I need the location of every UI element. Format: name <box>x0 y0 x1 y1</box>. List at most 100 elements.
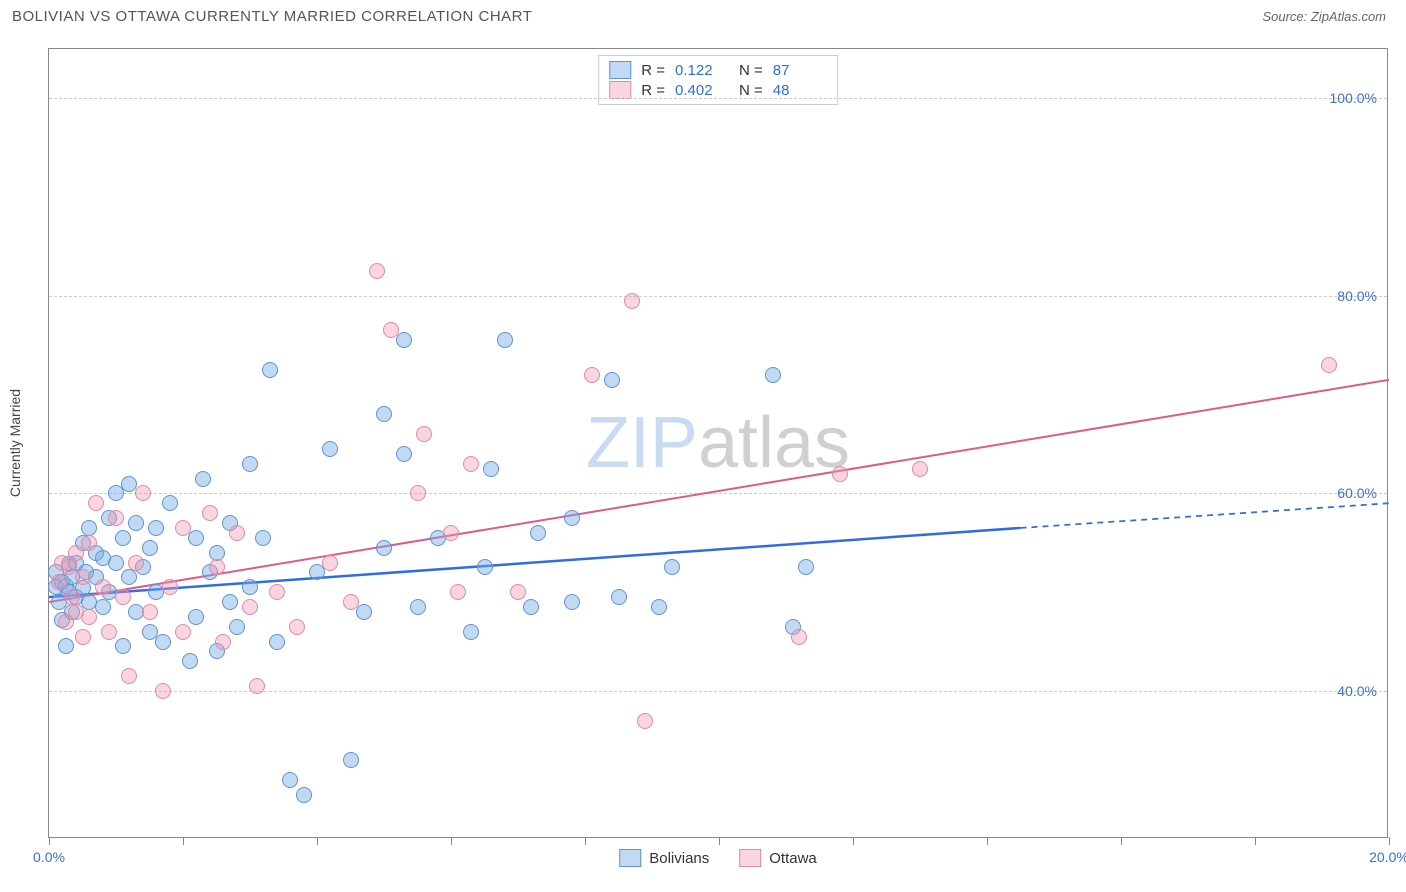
data-point <box>564 510 580 526</box>
data-point <box>664 559 680 575</box>
data-point <box>624 293 640 309</box>
data-point <box>108 485 124 501</box>
legend-r-label: R = <box>641 82 665 99</box>
data-point <box>416 426 432 442</box>
trend-line <box>49 380 1389 602</box>
data-point <box>215 634 231 650</box>
data-point <box>269 584 285 600</box>
data-point <box>222 594 238 610</box>
watermark-part2: atlas <box>698 403 850 483</box>
legend-r-label: R = <box>641 62 665 79</box>
data-point <box>88 495 104 511</box>
chart-title: BOLIVIAN VS OTTAWA CURRENTLY MARRIED COR… <box>12 8 532 25</box>
chart-source: Source: ZipAtlas.com <box>1262 9 1386 24</box>
legend-n-value: 87 <box>773 62 827 79</box>
data-point <box>604 372 620 388</box>
data-point <box>229 619 245 635</box>
x-tick <box>183 837 184 845</box>
data-point <box>135 485 151 501</box>
data-point <box>530 525 546 541</box>
legend-r-value: 0.402 <box>675 82 729 99</box>
x-tick <box>719 837 720 845</box>
data-point <box>443 525 459 541</box>
legend-swatch <box>609 81 631 99</box>
x-tick-label: 0.0% <box>33 849 65 865</box>
data-point <box>195 471 211 487</box>
data-point <box>75 629 91 645</box>
data-point <box>51 574 67 590</box>
data-point <box>155 683 171 699</box>
data-point <box>209 545 225 561</box>
data-point <box>209 559 225 575</box>
legend-item: Ottawa <box>739 849 817 867</box>
gridline-h <box>49 296 1387 297</box>
data-point <box>584 367 600 383</box>
data-point <box>564 594 580 610</box>
data-point <box>410 485 426 501</box>
data-point <box>289 619 305 635</box>
x-tick <box>1255 837 1256 845</box>
data-point <box>463 456 479 472</box>
legend-r-value: 0.122 <box>675 62 729 79</box>
data-point <box>202 505 218 521</box>
data-point <box>832 466 848 482</box>
data-point <box>255 530 271 546</box>
x-tick <box>585 837 586 845</box>
data-point <box>322 441 338 457</box>
legend-swatch <box>619 849 641 867</box>
data-point <box>68 545 84 561</box>
data-point <box>523 599 539 615</box>
x-tick <box>1389 837 1390 845</box>
data-point <box>637 713 653 729</box>
data-point <box>296 787 312 803</box>
data-point <box>477 559 493 575</box>
data-point <box>912 461 928 477</box>
data-point <box>95 579 111 595</box>
data-point <box>162 579 178 595</box>
data-point <box>142 540 158 556</box>
data-point <box>188 609 204 625</box>
x-tick <box>317 837 318 845</box>
data-point <box>115 638 131 654</box>
data-point <box>798 559 814 575</box>
y-tick-label: 60.0% <box>1337 485 1377 501</box>
chart-plot-area: Currently Married ZIPatlas R =0.122N =87… <box>48 48 1388 838</box>
data-point <box>376 540 392 556</box>
data-point <box>282 772 298 788</box>
data-point <box>497 332 513 348</box>
data-point <box>510 584 526 600</box>
y-axis-title: Currently Married <box>7 389 23 497</box>
data-point <box>322 555 338 571</box>
y-tick-label: 100.0% <box>1330 90 1377 106</box>
legend-swatch <box>609 61 631 79</box>
watermark-part1: ZIP <box>586 403 698 483</box>
data-point <box>309 564 325 580</box>
data-point <box>128 555 144 571</box>
data-point <box>121 569 137 585</box>
data-point <box>155 634 171 650</box>
data-point <box>81 520 97 536</box>
legend-swatch <box>739 849 761 867</box>
data-point <box>483 461 499 477</box>
data-point <box>115 589 131 605</box>
gridline-h <box>49 493 1387 494</box>
data-point <box>611 589 627 605</box>
data-point <box>242 579 258 595</box>
legend-series: Bolivians Ottawa <box>619 849 817 867</box>
legend-label: Bolivians <box>649 850 709 867</box>
data-point <box>108 555 124 571</box>
data-point <box>396 446 412 462</box>
data-point <box>765 367 781 383</box>
data-point <box>1321 357 1337 373</box>
data-point <box>343 594 359 610</box>
x-tick-label: 20.0% <box>1369 849 1406 865</box>
data-point <box>343 752 359 768</box>
data-point <box>182 653 198 669</box>
data-point <box>75 569 91 585</box>
data-point <box>81 609 97 625</box>
data-point <box>269 634 285 650</box>
data-point <box>791 629 807 645</box>
legend-n-label: N = <box>739 62 763 79</box>
data-point <box>450 584 466 600</box>
legend-row: R = 0.122 N = 87 <box>609 60 827 80</box>
